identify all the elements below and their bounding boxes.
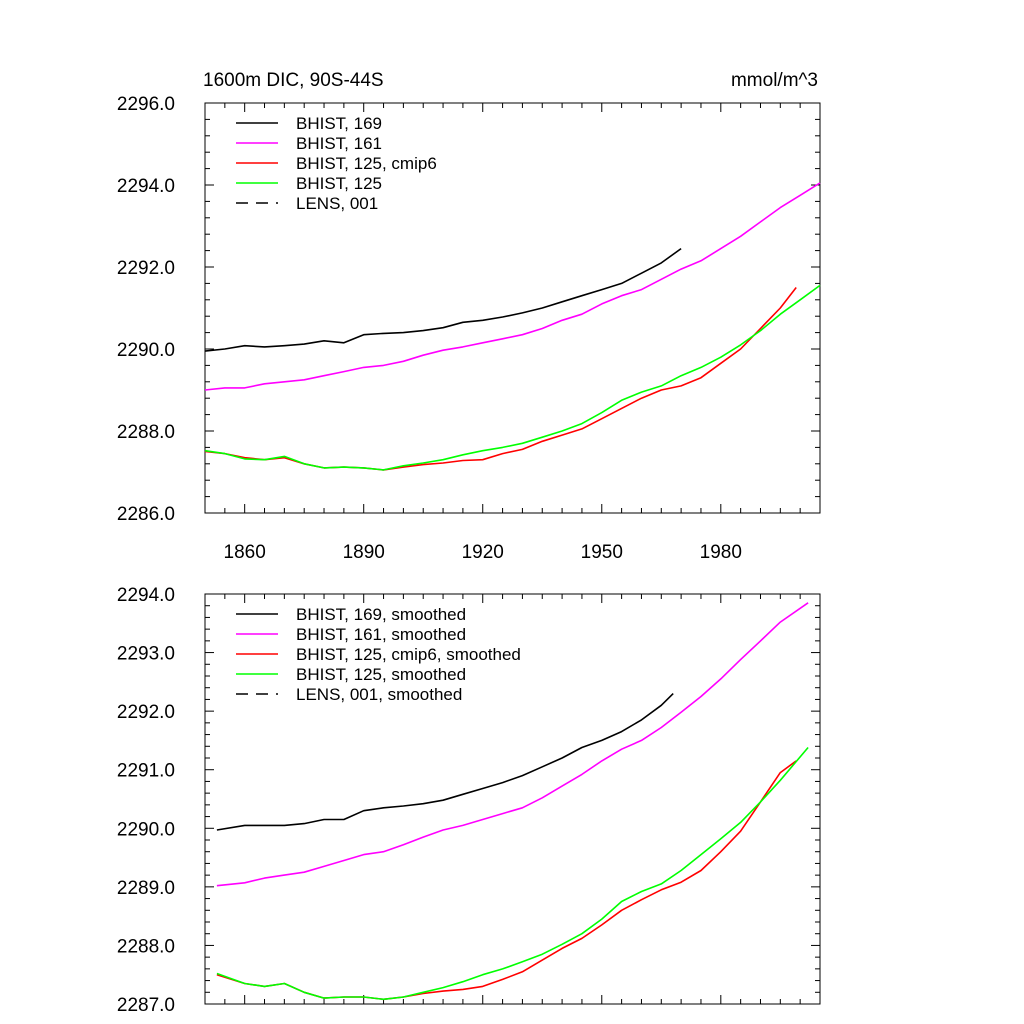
legend-label: BHIST, 169, smoothed — [296, 605, 466, 624]
series-line — [204, 182, 821, 391]
legend-label: BHIST, 125, cmip6 — [296, 154, 437, 173]
legend-label: BHIST, 125 — [296, 174, 382, 193]
plot-frame — [204, 593, 821, 1005]
x-tick-label: 1920 — [462, 542, 504, 563]
y-tick-label: 2292.0 — [117, 258, 175, 279]
x-tick-label: 1860 — [224, 542, 266, 563]
x-tick-label: 1980 — [700, 542, 742, 563]
y-tick-label: 2287.0 — [117, 995, 175, 1016]
legend-label: BHIST, 161 — [296, 134, 382, 153]
series-line — [216, 746, 809, 1001]
y-tick-label: 2288.0 — [117, 422, 175, 443]
legend-label: BHIST, 169 — [296, 114, 382, 133]
series-line — [216, 693, 674, 831]
y-tick-label: 2291.0 — [117, 761, 175, 782]
y-tick-label: 2288.0 — [117, 936, 175, 957]
legend-label: LENS, 001 — [296, 194, 378, 213]
series-line — [204, 284, 821, 471]
y-tick-label: 2290.0 — [117, 340, 175, 361]
legend-label: BHIST, 161, smoothed — [296, 625, 466, 644]
y-tick-label: 2286.0 — [117, 504, 175, 525]
series-line — [216, 602, 809, 887]
plot-frame — [204, 102, 821, 514]
top-panel-units: mmol/m^3 — [731, 70, 818, 91]
x-tick-label: 1950 — [581, 542, 623, 563]
top-panel: 1600m DIC, 90S-44S mmol/m^3 2286.0 2288.0… — [117, 70, 821, 563]
series-line — [204, 287, 797, 471]
legend-label: BHIST, 125, cmip6, smoothed — [296, 645, 521, 664]
y-tick-label: 2289.0 — [117, 878, 175, 899]
y-tick-label: 2294.0 — [117, 585, 175, 606]
legend-label: LENS, 001, smoothed — [296, 685, 462, 704]
y-tick-label: 2292.0 — [117, 702, 175, 723]
y-tick-label: 2290.0 — [117, 819, 175, 840]
y-tick-label: 2293.0 — [117, 644, 175, 665]
x-tick-label: 1890 — [343, 542, 385, 563]
bottom-panel: 2287.0 2288.0 2289.0 2290.0 2291.0 2292.0 2293… — [117, 585, 821, 1016]
y-tick-label: 2294.0 — [117, 176, 175, 197]
series-line — [204, 247, 682, 352]
legend-label: BHIST, 125, smoothed — [296, 665, 466, 684]
top-panel-title: 1600m DIC, 90S-44S — [203, 70, 384, 91]
series-line — [216, 760, 797, 1001]
y-tick-label: 2296.0 — [117, 94, 175, 115]
